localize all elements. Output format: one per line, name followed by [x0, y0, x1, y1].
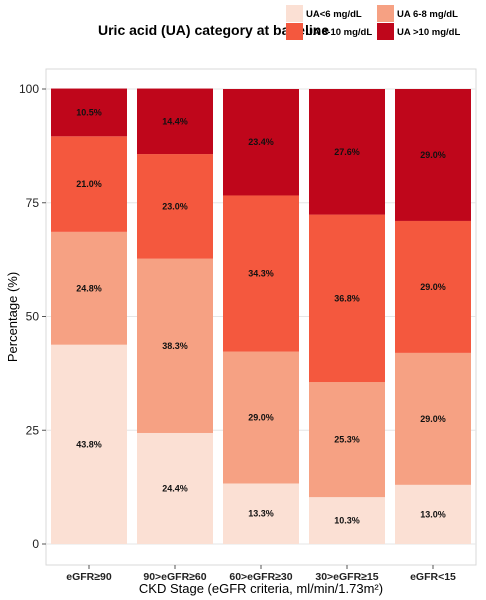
- x-tick-label: eGFR≥90: [66, 571, 112, 583]
- data-label: 14.4%: [162, 116, 188, 126]
- y-axis: 0 25 50 75 100: [19, 82, 46, 551]
- bars: 43.8% 24.8% 21.0% 10.5% 24.4% 38.3% 23.0% 14.4%…: [51, 88, 471, 544]
- legend-swatch: [286, 5, 303, 22]
- legend: Uric acid (UA) category at baseline UA<6…: [98, 5, 460, 40]
- legend-label: UA 6-8 mg/dL: [397, 9, 458, 20]
- y-tick-label: 50: [26, 310, 40, 324]
- y-axis-title: Percentage (%): [5, 272, 20, 362]
- bar-segment: [223, 483, 299, 544]
- data-label: 23.4%: [248, 137, 274, 147]
- bar-segment: [51, 88, 127, 137]
- bar-segment: [395, 220, 471, 353]
- data-label: 36.8%: [334, 293, 360, 303]
- data-label: 29.0%: [420, 150, 446, 160]
- bar-segment: [309, 89, 385, 215]
- y-tick-label: 0: [32, 537, 39, 551]
- data-label: 29.0%: [420, 414, 446, 424]
- x-tick-label: eGFR<15: [410, 571, 456, 583]
- data-label: 23.0%: [162, 201, 188, 211]
- data-label: 10.5%: [76, 107, 102, 117]
- legend-swatch: [286, 23, 303, 40]
- bar-segment: [51, 344, 127, 544]
- bar-segment: [309, 214, 385, 383]
- bar-segment: [395, 352, 471, 485]
- bar-segment: [137, 258, 213, 433]
- data-label: 43.8%: [76, 439, 102, 449]
- data-label: 29.0%: [248, 413, 274, 423]
- legend-label: UA >10 mg/dL: [397, 27, 460, 38]
- data-label: 34.3%: [248, 269, 274, 279]
- data-label: 24.4%: [162, 483, 188, 493]
- bar-segment: [223, 351, 299, 484]
- legend-label: UA 8-10 mg/dL: [306, 27, 372, 38]
- bar-segment: [137, 88, 213, 155]
- data-label: 13.3%: [248, 509, 274, 519]
- data-label: 27.6%: [334, 147, 360, 157]
- y-tick-label: 75: [26, 196, 40, 210]
- legend-swatch: [377, 5, 394, 22]
- legend-title: Uric acid (UA) category at baseline: [98, 22, 329, 38]
- legend-label: UA<6 mg/dL: [306, 9, 362, 20]
- x-tick-label: 30>eGFR≥15: [315, 571, 378, 583]
- x-axis: eGFR≥90 90>eGFR≥60 60>eGFR≥30 30>eGFR≥15 eGF…: [66, 565, 456, 583]
- data-label: 21.0%: [76, 179, 102, 189]
- y-tick-label: 25: [26, 423, 40, 437]
- legend-swatch: [377, 23, 394, 40]
- bar-segment: [395, 89, 471, 221]
- data-label: 24.8%: [76, 283, 102, 293]
- bar-segment: [223, 89, 299, 196]
- bar-segment: [137, 432, 213, 544]
- bar-segment: [309, 382, 385, 498]
- data-label: 25.3%: [334, 435, 360, 445]
- bar-segment: [223, 195, 299, 352]
- bar-segment: [51, 231, 127, 345]
- data-label: 13.0%: [420, 509, 446, 519]
- x-tick-label: 60>eGFR≥30: [229, 571, 292, 583]
- bar-segment: [137, 154, 213, 259]
- y-tick-label: 100: [19, 82, 39, 96]
- bar-segment: [309, 497, 385, 544]
- data-label: 10.3%: [334, 516, 360, 526]
- x-tick-label: 90>eGFR≥60: [143, 571, 206, 583]
- data-label: 38.3%: [162, 341, 188, 351]
- data-label: 29.0%: [420, 282, 446, 292]
- x-axis-title: CKD Stage (eGFR criteria, ml/min/1.73m²): [139, 581, 383, 596]
- bar-segment: [395, 484, 471, 544]
- bar-segment: [51, 136, 127, 232]
